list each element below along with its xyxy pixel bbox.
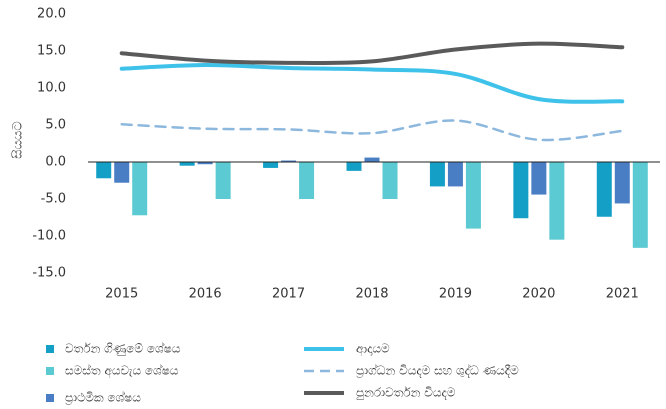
bar <box>429 162 445 187</box>
legend-label: වර්තන ගිණුමේ ශේෂය <box>65 341 181 355</box>
y-tick-label: 15.0 <box>37 44 66 59</box>
x-tick-label: 2015 <box>105 287 138 302</box>
bar <box>346 162 362 171</box>
bar <box>596 162 612 217</box>
line-series <box>119 63 625 104</box>
legend-label: සමස්ත අයවැය ශේෂය <box>65 363 179 378</box>
bar <box>299 162 315 199</box>
bar <box>549 162 565 240</box>
y-tick-label: 5.0 <box>45 118 66 133</box>
x-tick-label: 2017 <box>272 287 305 302</box>
bar <box>364 157 380 162</box>
bar <box>263 162 279 168</box>
bar <box>132 162 148 216</box>
y-tick-label: 0.0 <box>45 155 66 170</box>
bar <box>614 162 630 204</box>
bar <box>197 162 213 165</box>
bar <box>114 162 130 183</box>
legend-swatch <box>46 367 54 375</box>
legend-swatch <box>46 345 54 353</box>
legend-label: ප්‍රාථමික ශේෂය <box>65 390 141 405</box>
x-tick-label: 2018 <box>355 287 388 302</box>
bar <box>96 162 112 179</box>
y-tick-label: -10.0 <box>32 229 66 244</box>
bar <box>215 162 231 199</box>
legend-label: පුනරාවර්තන වියදම <box>356 386 456 401</box>
bar <box>465 162 481 229</box>
bar <box>531 162 547 195</box>
bar <box>179 162 195 166</box>
x-tick-label: 2020 <box>522 287 555 302</box>
line-series <box>119 41 625 66</box>
legend-label: ප්‍රාග්ධන වියදම සහ ශුද්ධ ණයදීම <box>356 363 519 378</box>
y-tick-label: -15.0 <box>32 266 66 281</box>
legend-label: ආදායම <box>356 342 390 357</box>
y-tick-label: 20.0 <box>37 7 66 22</box>
bar <box>447 162 463 187</box>
bar <box>632 162 648 248</box>
bar <box>281 160 297 162</box>
x-tick-label: 2016 <box>189 287 222 302</box>
legend-swatch <box>46 394 54 402</box>
x-tick-label: 2021 <box>606 287 639 302</box>
bar <box>513 162 529 219</box>
y-tick-label: 10.0 <box>37 81 66 96</box>
bar <box>382 162 398 199</box>
x-tick-label: 2019 <box>439 287 472 302</box>
line-series <box>120 119 624 142</box>
y-axis-label: සියයට <box>11 121 26 158</box>
y-tick-label: -5.0 <box>41 192 66 207</box>
